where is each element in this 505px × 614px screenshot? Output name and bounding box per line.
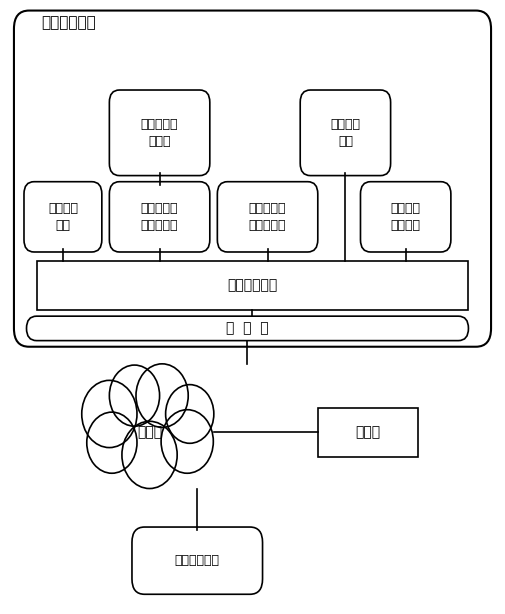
Text: 局  域  网: 局 域 网 — [226, 321, 269, 335]
FancyBboxPatch shape — [14, 10, 491, 347]
FancyBboxPatch shape — [26, 316, 469, 341]
FancyBboxPatch shape — [110, 90, 210, 176]
Circle shape — [166, 384, 214, 443]
FancyBboxPatch shape — [217, 182, 318, 252]
Text: 声光指示
模块: 声光指示 模块 — [330, 118, 361, 148]
Text: 区域移动入
侵探测器组: 区域移动入 侵探测器组 — [249, 202, 286, 232]
Text: 周界入侵
探测器组: 周界入侵 探测器组 — [391, 202, 421, 232]
Circle shape — [122, 421, 177, 489]
Text: 服务器: 服务器 — [356, 426, 381, 439]
Bar — [318, 408, 418, 457]
Circle shape — [87, 412, 137, 473]
Text: 广域网: 广域网 — [137, 426, 162, 439]
Circle shape — [82, 380, 137, 448]
Text: 卧室人体感
应探测器组: 卧室人体感 应探测器组 — [141, 202, 178, 232]
Text: 报警主机模块: 报警主机模块 — [227, 279, 278, 293]
FancyBboxPatch shape — [300, 90, 390, 176]
Text: 移动智能终端: 移动智能终端 — [175, 554, 220, 567]
Text: 守护单位区域: 守护单位区域 — [41, 15, 96, 30]
Circle shape — [136, 364, 188, 427]
Bar — [36, 261, 469, 310]
FancyBboxPatch shape — [24, 182, 102, 252]
FancyBboxPatch shape — [110, 182, 210, 252]
FancyBboxPatch shape — [361, 182, 451, 252]
Text: 人体感应探
测器组: 人体感应探 测器组 — [141, 118, 178, 148]
FancyBboxPatch shape — [132, 527, 263, 594]
Circle shape — [110, 365, 160, 426]
Circle shape — [161, 410, 213, 473]
Text: 门磁感应
器组: 门磁感应 器组 — [48, 202, 78, 232]
